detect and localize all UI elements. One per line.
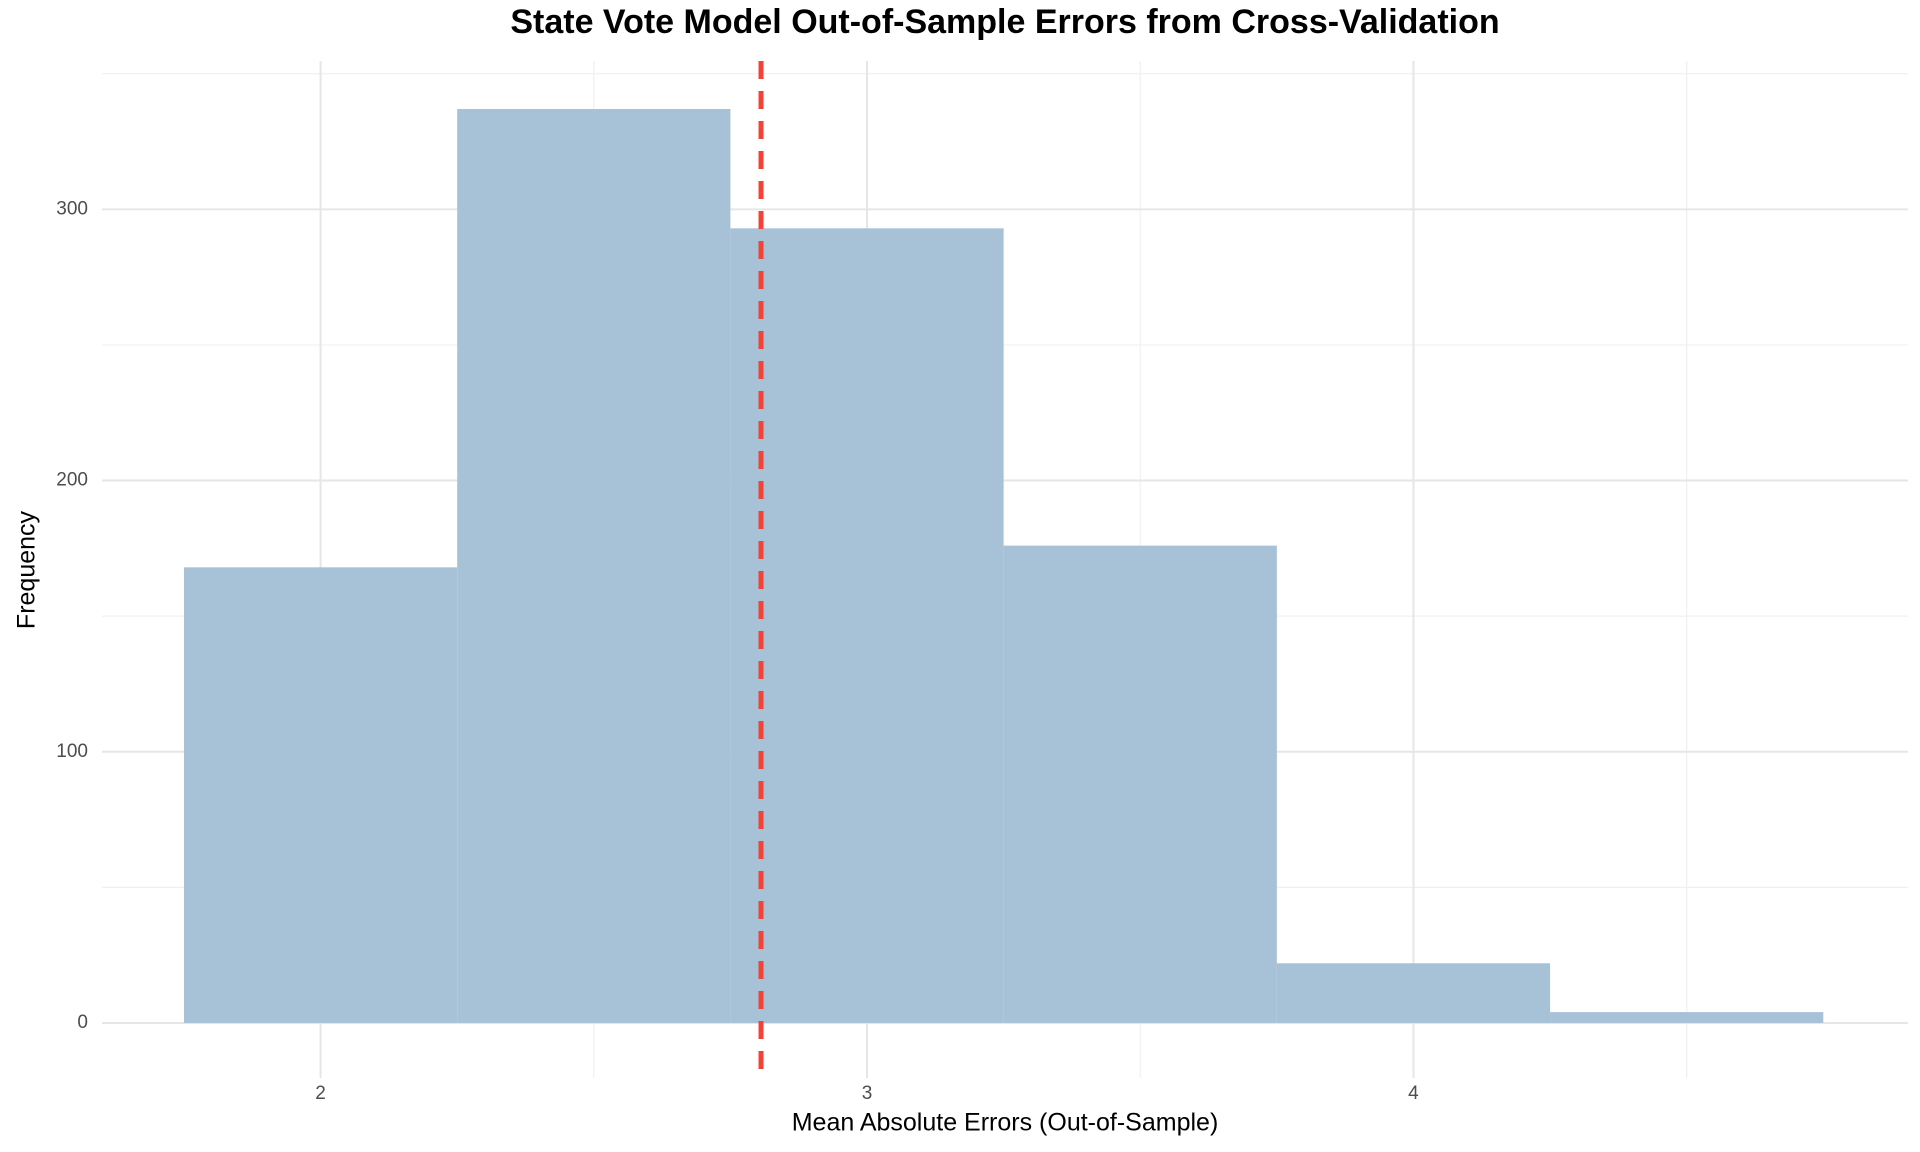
- bar: [457, 109, 731, 1023]
- y-tick-label: 100: [56, 741, 88, 762]
- bar: [1550, 1012, 1824, 1023]
- x-tick-label: 3: [862, 1083, 873, 1104]
- y-tick-label: 200: [56, 470, 88, 491]
- x-tick-label: 2: [315, 1083, 326, 1104]
- x-tick-label: 4: [1408, 1083, 1419, 1104]
- bar: [1276, 963, 1551, 1023]
- chart-title: State Vote Model Out-of-Sample Errors fr…: [510, 3, 1499, 41]
- y-tick-label: 0: [77, 1012, 88, 1033]
- bar: [730, 228, 1004, 1023]
- bar: [183, 567, 458, 1023]
- bar: [1003, 545, 1277, 1023]
- x-axis-title: Mean Absolute Errors (Out-of-Sample): [792, 1109, 1219, 1137]
- y-axis-title: Frequency: [13, 510, 41, 629]
- y-tick-label: 300: [56, 198, 88, 219]
